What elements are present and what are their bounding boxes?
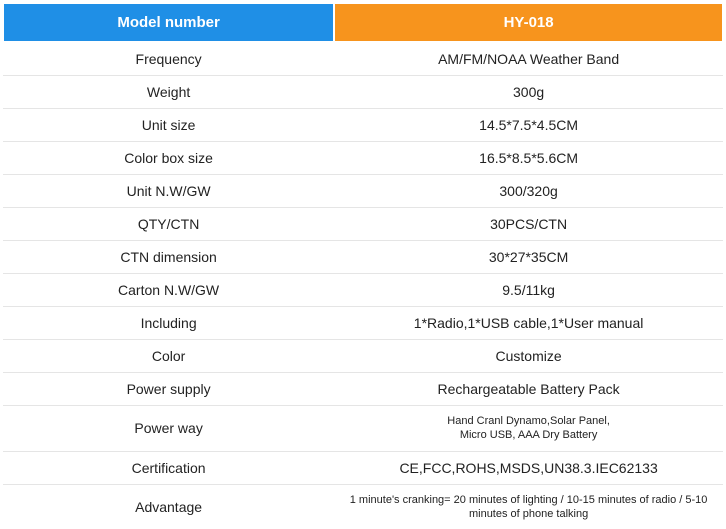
table-row: Color box size16.5*8.5*5.6CM bbox=[3, 142, 723, 175]
spec-label: Unit N.W/GW bbox=[3, 175, 334, 208]
spec-value: Hand Cranl Dynamo,Solar Panel,Micro USB,… bbox=[334, 406, 723, 452]
spec-label: Power supply bbox=[3, 373, 334, 406]
spec-label: Carton N.W/GW bbox=[3, 274, 334, 307]
spec-value: 9.5/11kg bbox=[334, 274, 723, 307]
spec-value: 300/320g bbox=[334, 175, 723, 208]
table-row: FrequencyAM/FM/NOAA Weather Band bbox=[3, 42, 723, 76]
table-row: QTY/CTN30PCS/CTN bbox=[3, 208, 723, 241]
table-row: ColorCustomize bbox=[3, 340, 723, 373]
spec-label: Including bbox=[3, 307, 334, 340]
spec-value: 1 minute's cranking= 20 minutes of light… bbox=[334, 484, 723, 529]
table-row: Weight300g bbox=[3, 76, 723, 109]
header-model-value: HY-018 bbox=[334, 3, 723, 42]
table-row: Power supplyRechargeatable Battery Pack bbox=[3, 373, 723, 406]
spec-table: Model number HY-018 FrequencyAM/FM/NOAA … bbox=[2, 2, 724, 529]
table-row: Including1*Radio,1*USB cable,1*User manu… bbox=[3, 307, 723, 340]
spec-label: Color box size bbox=[3, 142, 334, 175]
table-row: Carton N.W/GW9.5/11kg bbox=[3, 274, 723, 307]
spec-value: 30PCS/CTN bbox=[334, 208, 723, 241]
table-row: Advantage1 minute's cranking= 20 minutes… bbox=[3, 484, 723, 529]
spec-value: Customize bbox=[334, 340, 723, 373]
spec-label: CTN dimension bbox=[3, 241, 334, 274]
spec-value: 30*27*35CM bbox=[334, 241, 723, 274]
table-row: Unit N.W/GW300/320g bbox=[3, 175, 723, 208]
spec-label: Color bbox=[3, 340, 334, 373]
spec-value: AM/FM/NOAA Weather Band bbox=[334, 42, 723, 76]
table-row: CTN dimension30*27*35CM bbox=[3, 241, 723, 274]
table-header-row: Model number HY-018 bbox=[3, 3, 723, 42]
spec-label: Advantage bbox=[3, 484, 334, 529]
spec-value: CE,FCC,ROHS,MSDS,UN38.3.IEC62133 bbox=[334, 451, 723, 484]
table-body: FrequencyAM/FM/NOAA Weather BandWeight30… bbox=[3, 42, 723, 529]
table-row: Power wayHand Cranl Dynamo,Solar Panel,M… bbox=[3, 406, 723, 452]
spec-value: Rechargeatable Battery Pack bbox=[334, 373, 723, 406]
spec-label: Unit size bbox=[3, 109, 334, 142]
spec-value: 16.5*8.5*5.6CM bbox=[334, 142, 723, 175]
spec-value: 300g bbox=[334, 76, 723, 109]
spec-label: Power way bbox=[3, 406, 334, 452]
spec-label: Weight bbox=[3, 76, 334, 109]
header-model-number: Model number bbox=[3, 3, 334, 42]
spec-value: 14.5*7.5*4.5CM bbox=[334, 109, 723, 142]
spec-label: Certification bbox=[3, 451, 334, 484]
table-row: Unit size14.5*7.5*4.5CM bbox=[3, 109, 723, 142]
spec-label: Frequency bbox=[3, 42, 334, 76]
table-row: CertificationCE,FCC,ROHS,MSDS,UN38.3.IEC… bbox=[3, 451, 723, 484]
spec-value: 1*Radio,1*USB cable,1*User manual bbox=[334, 307, 723, 340]
spec-label: QTY/CTN bbox=[3, 208, 334, 241]
